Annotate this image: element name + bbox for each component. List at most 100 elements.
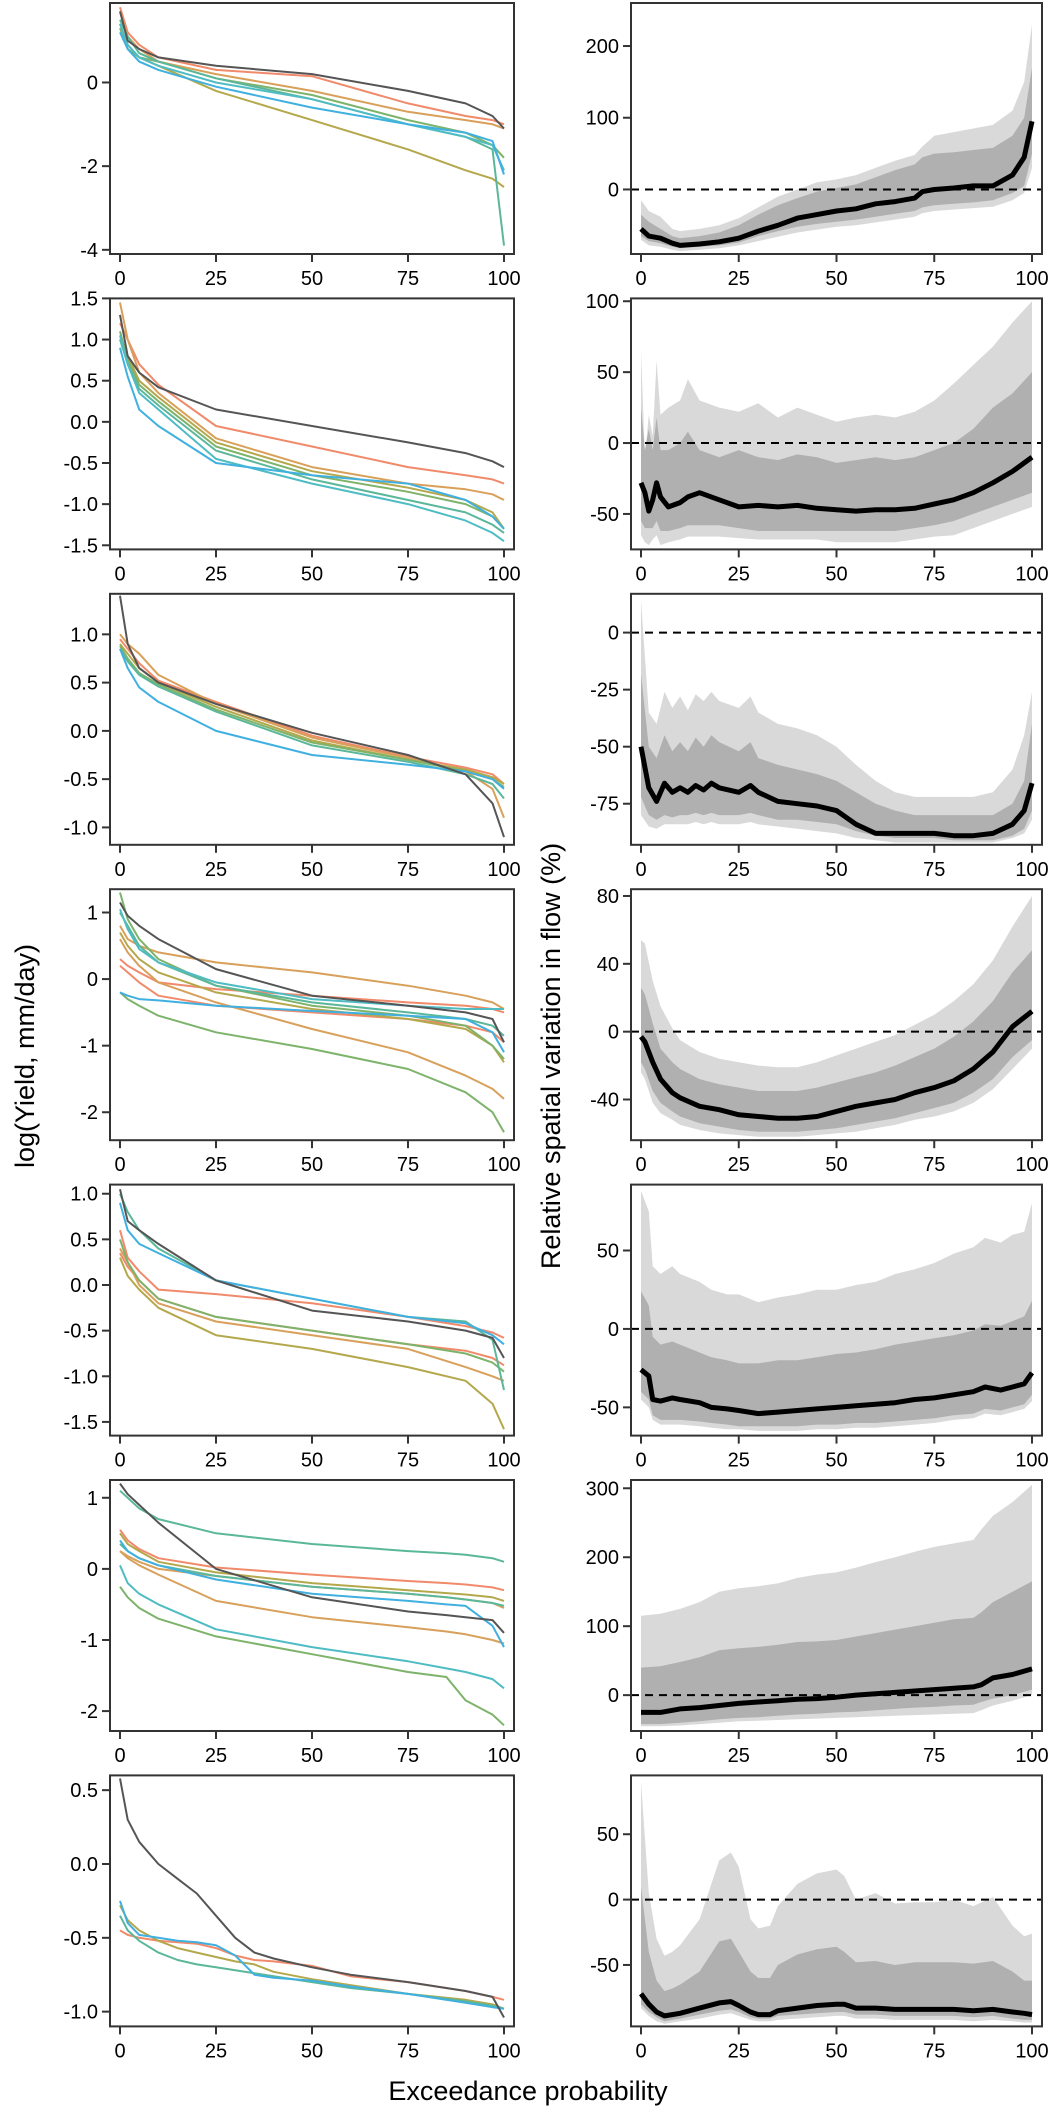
x-tick-label: 100 (487, 563, 520, 585)
median-line (639, 1009, 1034, 1121)
x-tick-label: 100 (1015, 859, 1048, 881)
y-tick-label: -50 (590, 737, 619, 759)
plot-area (632, 24, 1041, 252)
x-tick-label: 50 (825, 1745, 847, 1767)
series-site-7 (119, 991, 505, 1053)
x-tick-label: 25 (728, 563, 750, 585)
x-tick-label: 25 (728, 1154, 750, 1176)
series-site-2 (119, 11, 505, 130)
series-reference (119, 1188, 505, 1359)
panel-row2-right: -50 0 50 100 0 25 50 75 100 (586, 291, 1049, 585)
plot-area (119, 892, 505, 1133)
series-reference (119, 11, 505, 130)
series-site-7 (119, 31, 505, 175)
series-site-2b (119, 938, 505, 1100)
series-site-4b (119, 991, 505, 1133)
x-tick-label: 0 (114, 1154, 125, 1176)
x-tick-label: 100 (1015, 1154, 1048, 1176)
y-tick-label: 0.0 (70, 412, 98, 434)
panel-row1-right: 0 100 200 0 25 50 75 100 (586, 2, 1049, 290)
x-tick-label: 0 (635, 1745, 646, 1767)
y-tick-label: -2 (80, 1102, 98, 1124)
y-tick-label: -1.0 (64, 1366, 98, 1388)
y-tick-label: 0 (608, 1890, 619, 1912)
y-tick-label: 1 (87, 903, 98, 925)
x-tick-label: 25 (728, 859, 750, 881)
x-tick-label: 25 (728, 268, 750, 290)
series-site-2 (119, 1248, 505, 1382)
series-site-3 (119, 643, 505, 785)
x-tick-label: 75 (923, 859, 945, 881)
x-tick-label: 100 (487, 1154, 520, 1176)
series-site-6 (119, 648, 505, 790)
panel-row4-right: -40 0 40 80 0 25 50 75 100 (590, 886, 1049, 1176)
y-tick-label: 0.0 (70, 1275, 98, 1297)
x-tick-label: 25 (205, 1154, 227, 1176)
x-tick-label: 50 (825, 1450, 847, 1472)
y-tick-label: 0 (608, 1022, 619, 1044)
median-line (638, 746, 1035, 839)
plot-area (632, 600, 1041, 843)
y-tick-label: 1.0 (70, 330, 98, 352)
y-tick-label: -1.0 (64, 817, 98, 839)
x-tick-label: 25 (205, 268, 227, 290)
x-tick-label: 100 (487, 859, 520, 881)
series-reference (119, 1778, 505, 2018)
panel-row7-right: -50 0 50 0 25 50 75 100 (590, 1774, 1049, 2062)
series-site-7 (119, 347, 505, 530)
series-site-4 (119, 1239, 505, 1373)
y-tick-label: 0.5 (70, 371, 98, 393)
panel-row4-left: -2 -1 0 1 0 25 50 75 100 (80, 888, 521, 1176)
x-tick-label: 75 (923, 563, 945, 585)
y-tick-label: 50 (597, 362, 619, 384)
y-tick-label: -0.5 (64, 1928, 98, 1950)
series-site-5 (119, 1489, 505, 1563)
inner-band (641, 67, 1032, 249)
series-site-2 (119, 302, 505, 501)
x-tick-label: 0 (114, 1450, 125, 1472)
plot-area (632, 301, 1041, 546)
y-tick-label: -4 (80, 240, 98, 262)
y-tick-label: 0.5 (70, 1780, 98, 1802)
series-site-5 (119, 339, 505, 534)
x-tick-label: 0 (635, 563, 646, 585)
panel-row3-left: -1.0 -0.5 0.0 0.5 1.0 0 25 50 75 100 (64, 592, 521, 881)
series-site-2 (119, 1550, 505, 1645)
median-line (639, 1367, 1035, 1417)
y-tick-label: -2 (80, 1701, 98, 1723)
series-reference (119, 1483, 505, 1634)
y-tick-label: 0 (87, 72, 98, 94)
series-site-7 (119, 1539, 505, 1648)
y-tick-label: 50 (597, 1824, 619, 1846)
plot-area (119, 595, 505, 838)
series-site-3 (119, 1257, 505, 1430)
y-tick-label: 80 (597, 886, 619, 908)
y-tick-label: -1.0 (64, 494, 98, 516)
x-tick-label: 75 (923, 1450, 945, 1472)
x-tick-label: 75 (397, 1450, 419, 1472)
series-site-3 (119, 1904, 505, 2010)
x-tick-label: 25 (205, 1745, 227, 1767)
y-tick-label: 0 (87, 969, 98, 991)
x-tick-label: 75 (923, 268, 945, 290)
y-tick-label: -50 (590, 504, 619, 526)
panel-row3-right: -75 -50 -25 0 0 25 50 75 100 (590, 592, 1049, 881)
x-tick-label: 50 (301, 268, 323, 290)
median-line (638, 455, 1034, 514)
series-site-3 (119, 1532, 505, 1602)
series-site-4 (119, 331, 505, 530)
x-tick-label: 50 (301, 1745, 323, 1767)
x-tick-label: 25 (728, 1745, 750, 1767)
panel-row5-left: -1.5 -1.0 -0.5 0.0 0.5 1.0 0 25 50 75 100 (64, 1183, 521, 1472)
inner-band (641, 1886, 1032, 2022)
median-line (638, 1992, 1033, 2019)
y-tick-label: -1 (80, 1630, 98, 1652)
y-tick-label: -0.5 (64, 453, 98, 475)
y-tick-label: 0.5 (70, 1229, 98, 1251)
y-axis-title-right: Relative spatial variation in flow (%) (536, 843, 566, 1269)
x-tick-label: 50 (301, 1154, 323, 1176)
x-tick-label: 50 (301, 2040, 323, 2062)
x-tick-label: 0 (635, 859, 646, 881)
series-site-1 (119, 1529, 505, 1592)
